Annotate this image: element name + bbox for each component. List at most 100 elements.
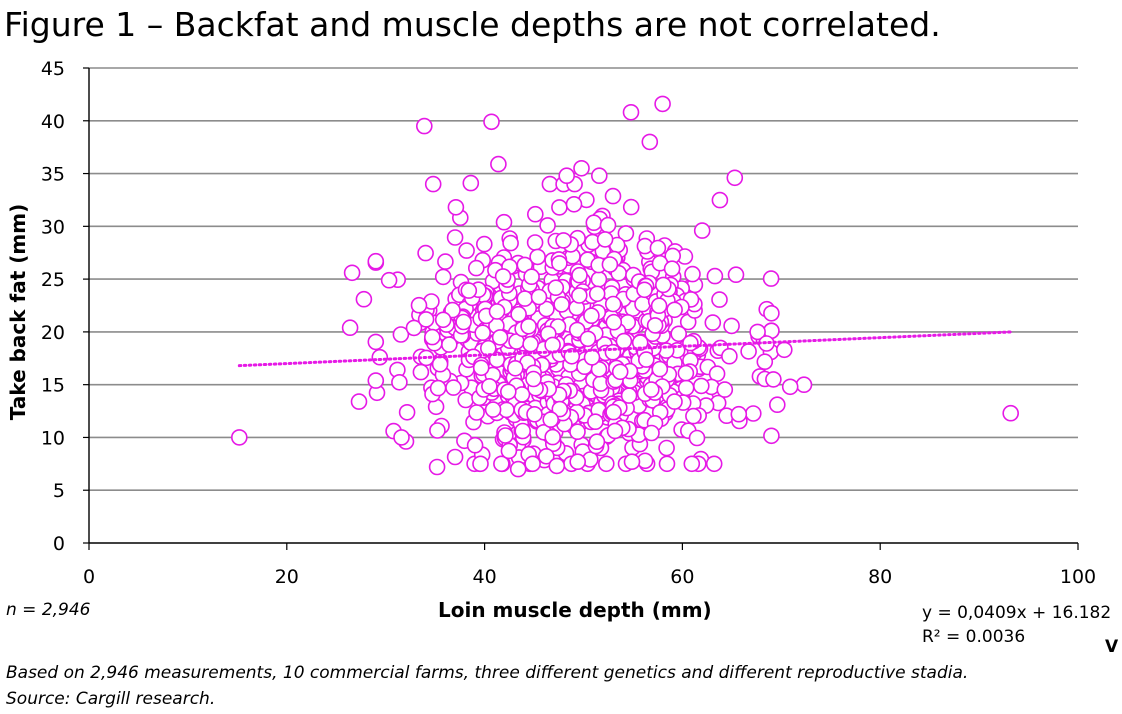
data-point bbox=[634, 295, 651, 313]
data-point bbox=[424, 175, 442, 193]
equation-text: y = 0,0409x + 16.182 bbox=[922, 603, 1112, 623]
data-point bbox=[637, 351, 655, 368]
data-point bbox=[462, 174, 480, 192]
data-point bbox=[499, 383, 517, 401]
data-point bbox=[604, 187, 622, 205]
data-point bbox=[502, 234, 519, 252]
data-point bbox=[431, 355, 449, 373]
data-point bbox=[775, 341, 793, 359]
data-point bbox=[468, 404, 485, 421]
data-point bbox=[506, 359, 524, 377]
data-point bbox=[423, 328, 441, 346]
footnotes: Based on 2,946 measurements, 10 commerci… bbox=[6, 660, 968, 712]
data-point bbox=[437, 253, 454, 270]
data-point bbox=[529, 248, 546, 266]
data-point bbox=[410, 296, 428, 314]
data-point bbox=[475, 235, 493, 253]
data-point bbox=[445, 379, 462, 396]
y-tick-label: 40 bbox=[41, 111, 65, 133]
trendline bbox=[237, 330, 1013, 368]
data-point bbox=[693, 222, 711, 239]
note-line-1: Based on 2,946 measurements, 10 commerci… bbox=[6, 663, 969, 683]
data-point bbox=[654, 276, 672, 294]
data-point bbox=[458, 242, 475, 259]
data-point bbox=[563, 347, 581, 365]
data-point bbox=[446, 448, 464, 466]
data-point bbox=[763, 427, 780, 445]
data-point bbox=[573, 160, 590, 177]
data-point bbox=[542, 411, 560, 428]
data-point bbox=[429, 379, 447, 397]
sample-size-label: n = 2,946 bbox=[6, 600, 91, 620]
y-axis-label: Take back fat (mm) bbox=[6, 204, 30, 420]
tick-labels: 0 5 10 15 20 25 30 35 40 45 0 20 40 60 80 100 bbox=[41, 58, 1096, 588]
data-point bbox=[670, 325, 688, 343]
data-points bbox=[231, 95, 1020, 478]
data-point bbox=[570, 287, 588, 304]
data-point bbox=[547, 279, 565, 297]
data-point bbox=[341, 319, 359, 337]
data-point bbox=[692, 377, 710, 395]
note-line-2: Source: Cargill research. bbox=[6, 689, 216, 709]
data-point bbox=[350, 393, 368, 410]
data-point bbox=[392, 326, 410, 343]
data-point bbox=[683, 455, 701, 473]
data-point bbox=[568, 321, 586, 339]
data-point bbox=[663, 260, 681, 278]
data-point bbox=[491, 329, 509, 346]
data-point bbox=[685, 407, 702, 425]
data-point bbox=[666, 301, 683, 319]
data-point bbox=[623, 453, 641, 471]
data-point bbox=[765, 371, 782, 388]
trendline-group bbox=[237, 330, 1013, 368]
data-point bbox=[494, 268, 512, 285]
data-point bbox=[495, 213, 513, 231]
data-point bbox=[484, 401, 502, 418]
data-point bbox=[537, 447, 555, 465]
data-point bbox=[622, 198, 640, 216]
r-squared-text: R² = 0.0036 bbox=[922, 627, 1026, 647]
data-point bbox=[711, 191, 729, 209]
data-point bbox=[429, 422, 446, 439]
data-point bbox=[588, 433, 606, 451]
data-point bbox=[551, 400, 569, 418]
data-point bbox=[596, 231, 614, 248]
data-point bbox=[523, 268, 540, 286]
y-tick-label: 35 bbox=[41, 164, 65, 186]
data-point bbox=[688, 429, 706, 447]
data-point bbox=[514, 422, 532, 440]
data-point bbox=[569, 453, 587, 471]
data-point bbox=[726, 169, 744, 187]
scatter-chart: 0 5 10 15 20 25 30 35 40 45 0 20 40 60 80 100 Take back… bbox=[6, 58, 1096, 588]
data-point bbox=[530, 288, 548, 306]
data-point bbox=[428, 458, 446, 476]
data-point bbox=[677, 364, 695, 382]
data-point bbox=[526, 205, 544, 223]
data-point bbox=[721, 347, 738, 365]
data-point bbox=[569, 423, 586, 441]
y-tick-label: 30 bbox=[41, 216, 65, 238]
data-point bbox=[538, 300, 555, 318]
data-point bbox=[231, 429, 248, 446]
data-point bbox=[601, 256, 619, 273]
data-point bbox=[460, 282, 478, 299]
data-point bbox=[658, 439, 675, 457]
data-point bbox=[490, 155, 507, 173]
data-point bbox=[466, 436, 484, 454]
data-point bbox=[763, 304, 780, 322]
regression-equation: y = 0,0409x + 16.182 R² = 0.0036 bbox=[922, 601, 1111, 649]
data-point bbox=[654, 95, 671, 113]
data-point bbox=[343, 264, 361, 282]
y-tick-label: 10 bbox=[41, 427, 65, 449]
data-point bbox=[579, 330, 597, 348]
data-point bbox=[1002, 404, 1020, 422]
data-point bbox=[605, 403, 622, 421]
data-point bbox=[744, 405, 762, 422]
data-point bbox=[472, 455, 489, 473]
data-point bbox=[677, 379, 695, 397]
data-point bbox=[551, 255, 568, 272]
data-point bbox=[583, 307, 600, 325]
data-point bbox=[740, 343, 757, 360]
data-point bbox=[544, 428, 562, 446]
data-point bbox=[756, 353, 774, 371]
